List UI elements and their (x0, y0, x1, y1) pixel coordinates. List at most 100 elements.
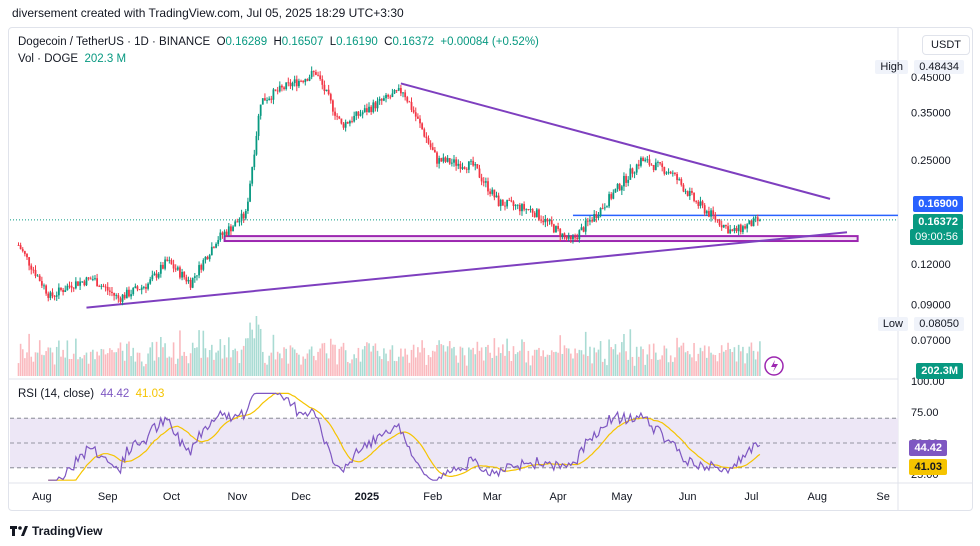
candle-body (336, 115, 339, 117)
volume-bar (410, 349, 413, 376)
candle-body (582, 227, 585, 232)
candle-body (599, 207, 602, 217)
candle-body (601, 207, 604, 209)
volume-bar (682, 342, 685, 376)
candle-body (446, 158, 449, 162)
volume-bar (374, 343, 377, 376)
candle-body (200, 265, 203, 270)
candle-body (614, 188, 617, 193)
volume-bar (604, 358, 606, 376)
volume-bar (55, 346, 58, 376)
volume-bar (593, 347, 596, 376)
volume-bar (716, 361, 719, 376)
volume-bar (104, 354, 107, 376)
candle-body (363, 108, 366, 113)
volume-bar (117, 348, 120, 376)
volume-bar (695, 361, 697, 376)
candle-body (40, 281, 43, 286)
volume-bar (109, 348, 111, 376)
volume-bar (436, 344, 438, 376)
volume-bar (245, 338, 247, 376)
time-axis-label: Aug (32, 491, 52, 503)
volume-bar (53, 364, 56, 376)
tradingview-brand[interactable]: TradingView (10, 524, 102, 538)
candle-body (108, 290, 111, 292)
volume-bar (478, 350, 481, 376)
volume-bar (89, 351, 92, 376)
volume-bar (727, 342, 729, 376)
volume-bar (257, 324, 260, 376)
volume-bar (548, 355, 551, 376)
candle-body (187, 279, 190, 282)
candle-body (397, 88, 400, 91)
volume-bar (293, 349, 296, 376)
candle-body (642, 157, 644, 162)
time-axis-label: Dec (291, 491, 311, 503)
candle-body (96, 278, 99, 287)
candle-body (342, 123, 345, 128)
volume-bar (686, 350, 689, 376)
volume-bar (228, 337, 230, 376)
candle-body (242, 213, 245, 219)
volume-bar (287, 363, 290, 376)
tradingview-logo-icon (10, 526, 28, 536)
candle-body (168, 260, 171, 262)
volume-bar (714, 355, 717, 376)
volume-bar (177, 358, 179, 376)
volume-bar (363, 346, 366, 376)
volume-bar (536, 349, 538, 376)
volume-bar (499, 353, 502, 376)
candle-body (244, 210, 247, 219)
volume-bar (83, 355, 86, 376)
candle-body (181, 271, 183, 278)
candle-body (387, 94, 390, 97)
candle-body (542, 220, 545, 223)
candle-body (516, 204, 519, 206)
candle-body (731, 229, 734, 231)
volume-bar (378, 356, 381, 376)
volume-bar (264, 362, 266, 376)
candle-body (529, 209, 532, 210)
volume-bar (383, 348, 385, 376)
candle-body (196, 275, 198, 277)
candle-body (497, 195, 500, 207)
volume-bar (202, 330, 205, 376)
price-tick-label: 0.07000 (911, 335, 951, 347)
volume-bar (115, 352, 118, 376)
volume-bar (629, 329, 632, 376)
volume-bar (342, 342, 345, 376)
candle-body (306, 79, 309, 81)
volume-bar (691, 357, 693, 376)
candle-body (501, 199, 504, 206)
symbol-name[interactable]: Dogecoin / TetherUS · 1D · BINANCE (18, 36, 211, 48)
volume-bar (155, 341, 158, 376)
volume-bar (232, 350, 234, 376)
candle-body (72, 287, 75, 289)
low-tag-value: 0.08050 (914, 317, 964, 331)
volume-bar (648, 344, 651, 376)
volume-bar (128, 341, 130, 376)
volume-bar (121, 350, 124, 376)
candle-body (476, 164, 479, 169)
volume-bar (94, 359, 96, 376)
rsi-label[interactable]: RSI (14, close) (18, 388, 95, 400)
candle-body (591, 220, 593, 222)
chart-frame (8, 27, 973, 511)
currency-button[interactable]: USDT (922, 35, 970, 55)
candle-body (23, 251, 26, 254)
volume-bar (145, 363, 147, 376)
candle-body (123, 294, 126, 299)
volume-bar (459, 346, 462, 376)
volume-label[interactable]: Vol · DOGE (18, 53, 79, 65)
volume-bar (720, 345, 723, 376)
candle-body (391, 93, 394, 97)
candle-body (671, 172, 674, 174)
volume-bar (408, 362, 411, 376)
candle-body (353, 115, 356, 122)
candle-body (293, 79, 296, 84)
volume-bar (291, 347, 294, 376)
volume-bar (599, 341, 602, 376)
candle-body (538, 209, 540, 220)
candle-body (480, 177, 483, 182)
